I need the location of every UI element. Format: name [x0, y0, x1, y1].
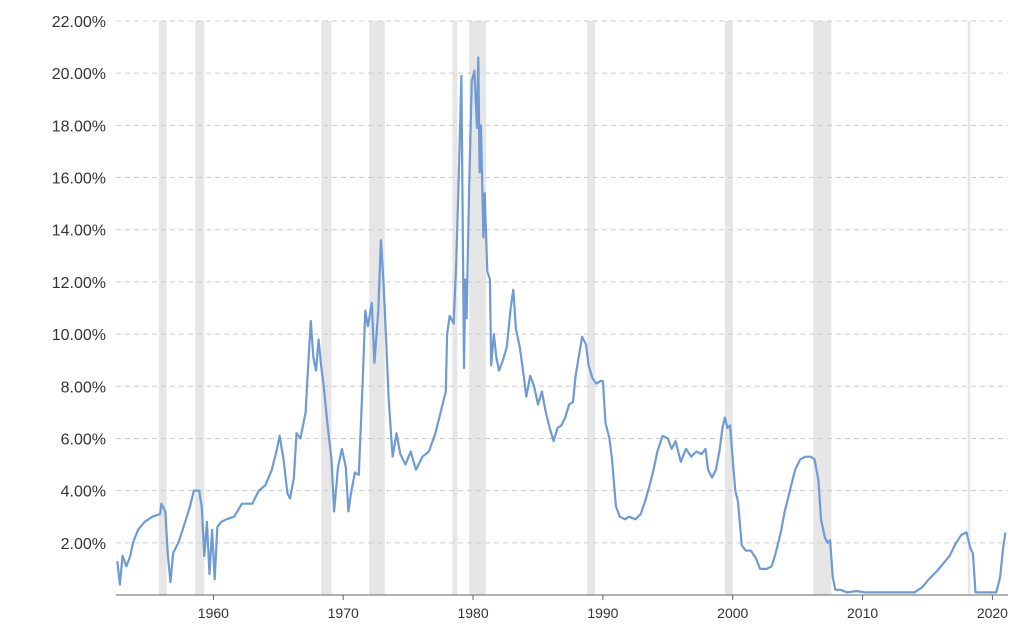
y-tick-label: 2.00%: [61, 536, 106, 553]
y-tick-label: 22.00%: [52, 14, 106, 31]
x-tick-label: 1970: [328, 605, 359, 621]
x-tick-label: 1980: [457, 605, 488, 621]
recession-band-0: [158, 21, 167, 595]
x-tick-label: 2010: [847, 605, 878, 621]
series-line-0: [116, 56, 1007, 594]
y-tick-label: 4.00%: [61, 484, 106, 501]
recession-band-6: [587, 21, 596, 595]
y-tick-label: 6.00%: [61, 431, 106, 448]
recession-band-3: [369, 21, 385, 595]
x-tick-label: 1990: [587, 605, 618, 621]
recession-band-2: [321, 21, 332, 595]
x-tick-label: 2020: [977, 605, 1008, 621]
x-tick-label: 2000: [717, 605, 748, 621]
recession-band-1: [195, 21, 205, 595]
y-tick-label: 16.00%: [52, 171, 106, 188]
y-tick-label: 10.00%: [52, 327, 106, 344]
recession-band-8: [813, 21, 832, 595]
y-tick-label: 14.00%: [52, 223, 106, 240]
x-tick-label: 1960: [198, 605, 229, 621]
y-tick-label: 12.00%: [52, 275, 106, 292]
y-tick-label: 20.00%: [52, 66, 106, 83]
grid-lines-group: [116, 20, 1008, 544]
recession-shading-group: [158, 21, 971, 595]
series-line-group: [116, 56, 1007, 594]
y-tick-label: 8.00%: [61, 379, 106, 396]
y-axis-ticks: 22.00% 20.00% 18.00% 16.00% 14.00% 12.00% 10.0…: [52, 14, 106, 553]
recession-band-7: [724, 21, 733, 595]
recession-band-9: [967, 21, 971, 595]
y-tick-label: 18.00%: [52, 118, 106, 135]
x-axis-ticks: 1960 1970 1980 1990 2000 2010 2020: [198, 595, 1008, 621]
